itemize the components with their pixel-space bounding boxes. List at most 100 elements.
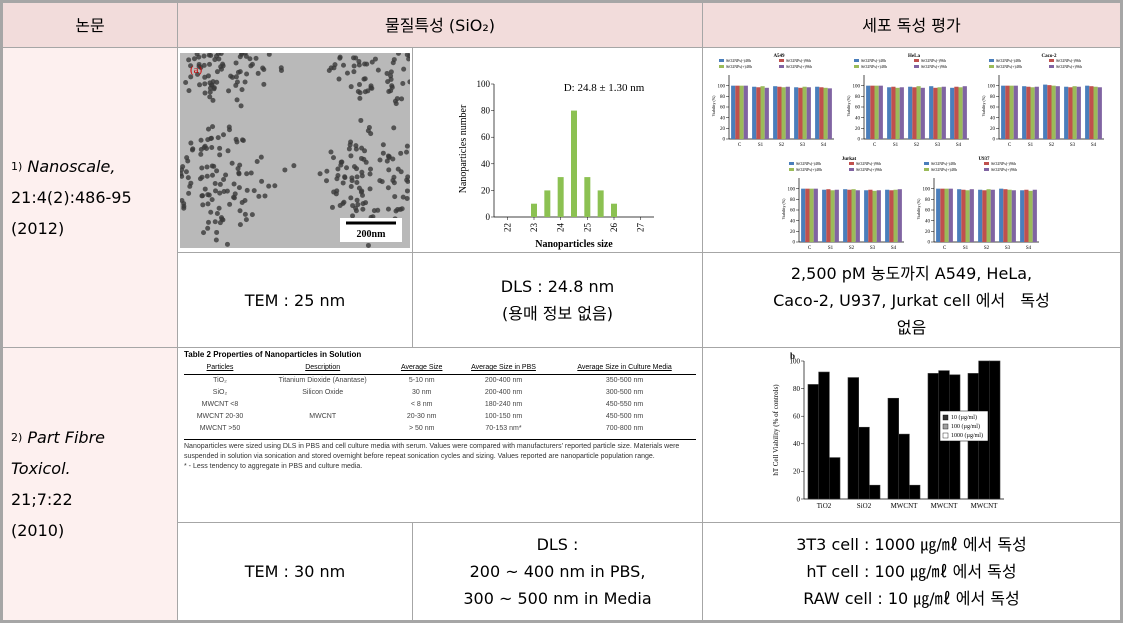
bar xyxy=(834,189,839,242)
particle xyxy=(210,97,216,103)
bar xyxy=(807,383,819,499)
bar xyxy=(978,189,983,242)
particle xyxy=(207,93,213,99)
particle xyxy=(367,170,373,176)
particle xyxy=(213,237,219,243)
particle xyxy=(207,89,213,95)
y-tick-label: 0 xyxy=(928,240,931,245)
y-tick-label: 100 xyxy=(988,84,996,89)
particle xyxy=(351,68,357,74)
legend-label: SiO2NPs(+)96h xyxy=(786,64,812,69)
particle xyxy=(181,205,187,211)
x-tick-label: 22 xyxy=(502,223,512,232)
particle xyxy=(330,154,336,160)
bar xyxy=(1097,86,1102,139)
particle xyxy=(214,167,220,173)
bar xyxy=(874,85,879,139)
y-tick-label: 60 xyxy=(793,412,801,420)
particle xyxy=(334,175,340,181)
particle xyxy=(370,213,376,219)
particle xyxy=(212,180,218,186)
particle xyxy=(204,163,210,169)
bar xyxy=(752,86,757,139)
header-cell: 세포 독성 평가 xyxy=(703,3,1120,48)
panel-label: b xyxy=(790,351,795,361)
legend-swatch xyxy=(779,64,784,68)
particle xyxy=(194,52,200,56)
image-cell: 0 20 40 60 80 100 22 23 24 25 26 27 D: 24.8 ± 1.30 n… xyxy=(413,48,703,253)
toxicity-line: 없음 xyxy=(896,317,927,337)
table-cell: > 50 nm xyxy=(408,425,435,432)
table-cell xyxy=(256,399,390,411)
x-tick-label: S2 xyxy=(914,143,920,148)
particle xyxy=(341,62,347,68)
bar xyxy=(937,86,942,139)
legend-swatch xyxy=(989,58,994,62)
particle xyxy=(400,80,406,86)
text-cell: DLS : 24.8 nm (용매 정보 없음) xyxy=(413,253,703,348)
particle xyxy=(214,210,220,216)
header-text: 물질특성 (SiO₂) xyxy=(384,15,496,35)
bar xyxy=(760,85,765,139)
y-tick-label: 0 xyxy=(485,212,490,222)
column-header: Average Size in Culture Media xyxy=(553,362,696,375)
particle xyxy=(251,187,257,193)
x-axis-label: Nanoparticles size xyxy=(535,239,613,250)
x-tick-label: S1 xyxy=(893,143,899,148)
particle xyxy=(202,186,208,192)
legend-label: SiO2NPs(-)48h xyxy=(996,58,1021,63)
particle xyxy=(384,70,390,76)
particle xyxy=(186,56,192,62)
bar xyxy=(929,85,934,139)
bar xyxy=(802,86,807,139)
bar xyxy=(530,203,537,217)
y-tick-label: 0 xyxy=(723,137,726,142)
particle xyxy=(342,173,348,179)
particle xyxy=(386,154,392,160)
bar xyxy=(1026,86,1031,139)
legend-swatch xyxy=(989,64,994,68)
particle xyxy=(390,177,396,183)
y-tick-label: 60 xyxy=(790,208,796,213)
particle xyxy=(375,207,381,213)
bar xyxy=(1013,85,1018,139)
particle xyxy=(229,160,235,166)
y-axis-label: hT Cell Viability (% of controls) xyxy=(772,383,780,475)
bar xyxy=(889,189,894,242)
table-cell: 70-153 nm* xyxy=(485,425,522,432)
particle xyxy=(185,158,191,164)
particle xyxy=(215,134,221,140)
bar xyxy=(895,87,900,139)
y-tick-label: 80 xyxy=(720,95,726,100)
bar xyxy=(1085,85,1090,139)
table-cell xyxy=(256,423,390,435)
particle xyxy=(344,164,350,170)
particle xyxy=(214,229,220,235)
particle xyxy=(204,173,210,179)
particle xyxy=(214,68,220,74)
particle xyxy=(369,85,375,91)
particle xyxy=(243,53,249,59)
bar xyxy=(878,85,883,139)
legend-label: 100 (µg/ml) xyxy=(951,423,980,430)
bar xyxy=(805,188,810,242)
bar xyxy=(916,85,921,139)
particle xyxy=(357,95,363,101)
particle xyxy=(368,166,374,172)
particle xyxy=(225,147,231,153)
table-cell: MWCNT xyxy=(309,413,337,420)
y-tick-label: 40 xyxy=(720,116,726,121)
particle xyxy=(247,55,253,61)
particle xyxy=(348,183,354,189)
particle xyxy=(362,75,368,81)
particle xyxy=(206,219,212,225)
particle xyxy=(209,172,215,178)
bar xyxy=(941,86,946,139)
particle xyxy=(337,55,343,61)
y-tick-label: 100 xyxy=(476,79,490,89)
particle xyxy=(232,190,238,196)
properties-table: Particles Description Average Size Average … xyxy=(184,362,696,435)
bar xyxy=(731,85,736,139)
particle xyxy=(272,182,278,188)
bar xyxy=(944,188,949,242)
